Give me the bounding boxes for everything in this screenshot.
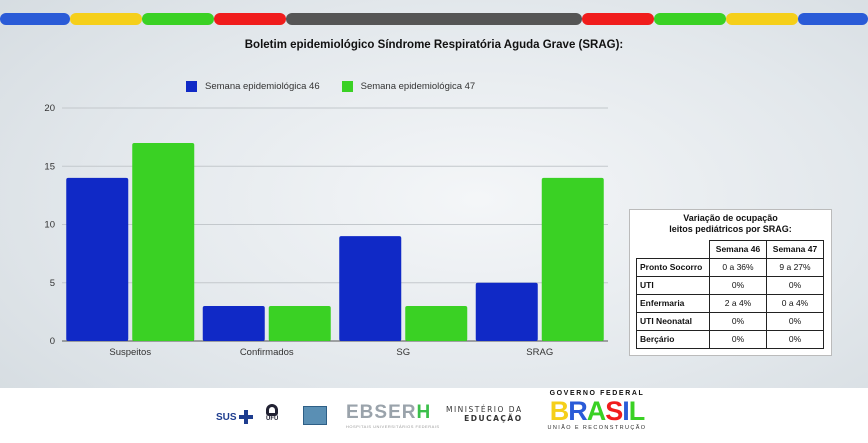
row-label: UTI [636, 276, 710, 295]
occupancy-title-line2: leitos pediátricos por SRAG: [669, 224, 792, 234]
y-tick-label: 5 [50, 278, 55, 289]
ebserh-logo: EBSERH HOSPITAIS UNIVERSITÁRIOS FEDERAIS [346, 402, 440, 429]
cell-s46: 2 a 4% [709, 294, 767, 313]
brasil-letter: R [568, 396, 587, 426]
legend-item: Semana epidemiológica 46 [186, 81, 320, 92]
brasil-letter: A [586, 396, 606, 426]
bar [475, 282, 538, 341]
bar [541, 177, 604, 341]
table-row: Pronto Socorro 0 a 36% 9 a 27% [636, 258, 824, 277]
stripe-seg [142, 13, 214, 25]
y-tick-label: 15 [44, 161, 55, 172]
x-tick-label: Confirmados [240, 347, 294, 358]
row-label: Berçário [636, 330, 710, 349]
legend-swatch-s47 [341, 81, 353, 92]
header-empty [636, 240, 710, 259]
cell-s46: 0 a 36% [709, 258, 767, 277]
cell-s47: 0% [766, 312, 824, 331]
header-s46: Semana 46 [709, 240, 767, 259]
occupancy-table-panel: Variação de ocupação leitos pediátricos … [629, 209, 832, 356]
hospital-logo-icon [303, 406, 327, 425]
bar [132, 142, 195, 341]
brasil-letter: S [605, 396, 623, 426]
governo-federal-logo: GOVERNO FEDERAL BRASIL UNIÃO E RECONSTRU… [537, 390, 657, 431]
stripe-seg [214, 13, 286, 25]
cell-s46: 0% [709, 330, 767, 349]
row-label: Pronto Socorro [636, 258, 710, 277]
x-tick-label: Suspeitos [109, 347, 151, 358]
table-row: Berçário 0% 0% [636, 330, 824, 349]
mec-logo: MINISTÉRIO DA EDUCAÇÃO [446, 405, 523, 423]
cell-s47: 0% [766, 330, 824, 349]
chart-title: Boletim epidemiológico Síndrome Respirat… [244, 39, 624, 51]
gov-line1: GOVERNO FEDERAL [549, 390, 645, 397]
brasil-letter: B [549, 396, 569, 426]
cross-icon [238, 410, 253, 424]
stripe-seg [70, 13, 142, 25]
mec-line2: EDUCAÇÃO [464, 414, 523, 423]
legend-swatch-s46 [186, 81, 197, 92]
stripe-seg [286, 13, 582, 25]
row-label: UTI Neonatal [636, 312, 710, 331]
bar [405, 306, 468, 341]
stripe-seg [726, 13, 798, 25]
cell-s46: 0% [709, 276, 767, 295]
ebserh-subtitle: HOSPITAIS UNIVERSITÁRIOS FEDERAIS [346, 424, 440, 429]
sus-label: SUS [216, 411, 237, 423]
sus-logo: SUS [216, 410, 253, 424]
table-row: UTI 0% 0% [636, 276, 824, 295]
gov-line3: UNIÃO E RECONSTRUÇÃO [547, 425, 647, 431]
header-s47: Semana 47 [766, 240, 824, 259]
legend-label: Semana epidemiológica 47 [360, 81, 476, 92]
y-tick-label: 20 [44, 103, 55, 114]
cell-s47: 0% [766, 276, 824, 295]
ebserh-wordmark: EBSERH [346, 402, 431, 424]
y-tick-label: 0 [50, 336, 55, 347]
legend-label: Semana epidemiológica 46 [205, 81, 320, 92]
stripe-seg [654, 13, 726, 25]
bar [66, 177, 129, 341]
chart-legend: Semana epidemiológica 46 Semana epidemio… [186, 81, 497, 92]
x-tick-label: SRAG [526, 347, 553, 358]
ebserh-part2: H [416, 402, 432, 423]
occupancy-table-title: Variação de ocupação leitos pediátricos … [630, 213, 831, 235]
occupancy-table: Semana 46 Semana 47 Pronto Socorro 0 a 3… [636, 240, 824, 349]
occupancy-title-line1: Variação de ocupação [683, 213, 778, 223]
stripe-seg [0, 13, 70, 25]
table-row: UTI Neonatal 0% 0% [636, 312, 824, 331]
bar [268, 306, 331, 341]
ufu-emblem-icon [266, 404, 279, 416]
cell-s46: 0% [709, 312, 767, 331]
color-stripe [0, 13, 868, 25]
ufu-label: UFU [266, 416, 279, 422]
bar [202, 306, 265, 341]
table-row: Enfermaria 2 a 4% 0 a 4% [636, 294, 824, 313]
table-header-row: Semana 46 Semana 47 [636, 240, 824, 259]
ebserh-part1: EBSER [346, 402, 417, 423]
legend-item: Semana epidemiológica 47 [341, 81, 476, 92]
mec-line1: MINISTÉRIO DA [446, 405, 523, 414]
cell-s47: 9 a 27% [766, 258, 824, 277]
row-label: Enfermaria [636, 294, 710, 313]
bar [339, 236, 402, 341]
stripe-seg [798, 13, 868, 25]
cell-s47: 0 a 4% [766, 294, 824, 313]
brasil-wordmark: BRASIL [549, 396, 646, 426]
brasil-letter: I [622, 396, 629, 426]
stripe-seg [582, 13, 654, 25]
brasil-letter: L [628, 396, 645, 426]
x-tick-label: SG [396, 347, 410, 358]
y-tick-label: 10 [44, 220, 55, 231]
footer-logos: SUS UFU EBSERH HOSPITAIS UNIVERSITÁRIOS … [0, 388, 868, 443]
ufu-logo: UFU [266, 404, 278, 422]
